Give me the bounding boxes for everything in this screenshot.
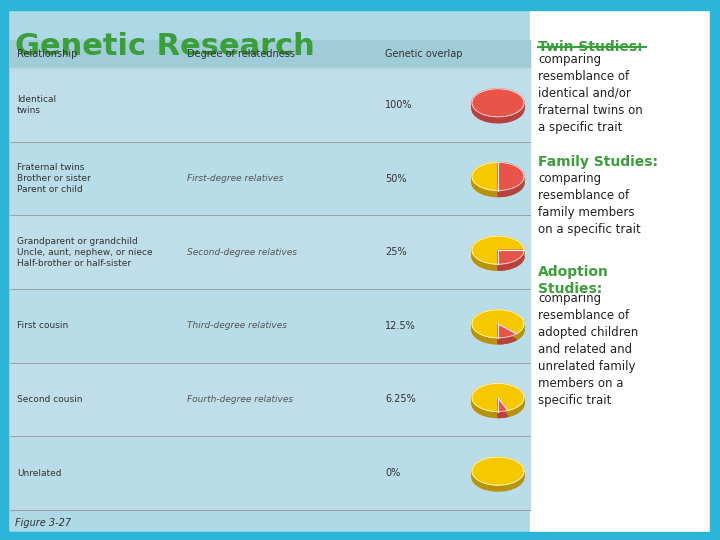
Ellipse shape — [472, 460, 524, 488]
Polygon shape — [498, 330, 516, 344]
Ellipse shape — [472, 242, 524, 270]
Ellipse shape — [472, 313, 524, 341]
Bar — [530, 0, 720, 540]
Text: Figure 3-27: Figure 3-27 — [15, 518, 71, 528]
Ellipse shape — [472, 387, 524, 415]
Text: Second-degree relatives: Second-degree relatives — [187, 248, 297, 256]
Ellipse shape — [472, 388, 524, 415]
Text: comparing
resemblance of
adopted children
and related and
unrelated family
membe: comparing resemblance of adopted childre… — [538, 292, 638, 407]
Ellipse shape — [472, 463, 524, 491]
Polygon shape — [498, 403, 508, 417]
Ellipse shape — [472, 168, 524, 197]
Bar — [10, 40, 530, 510]
Text: 100%: 100% — [385, 100, 413, 110]
Text: 0%: 0% — [385, 468, 400, 478]
Polygon shape — [498, 397, 508, 411]
Text: First cousin: First cousin — [17, 321, 68, 330]
Text: First-degree relatives: First-degree relatives — [187, 174, 284, 183]
Text: 12.5%: 12.5% — [385, 321, 415, 331]
Text: Family Studies:: Family Studies: — [538, 155, 658, 169]
Text: Adoption
Studies:: Adoption Studies: — [538, 265, 609, 296]
Ellipse shape — [472, 241, 524, 269]
Polygon shape — [472, 89, 524, 117]
Bar — [10, 363, 530, 436]
Ellipse shape — [472, 93, 524, 121]
Ellipse shape — [472, 388, 524, 416]
Text: Unrelated: Unrelated — [17, 469, 61, 478]
Ellipse shape — [472, 314, 524, 342]
Ellipse shape — [472, 316, 524, 344]
Text: 50%: 50% — [385, 173, 407, 184]
Text: 25%: 25% — [385, 247, 407, 257]
Ellipse shape — [472, 91, 524, 119]
Ellipse shape — [472, 165, 524, 192]
Polygon shape — [472, 383, 524, 411]
Text: Identical
twins: Identical twins — [17, 95, 56, 115]
Bar — [0, 0, 8, 540]
Text: Second cousin: Second cousin — [17, 395, 83, 404]
Polygon shape — [498, 168, 524, 197]
Ellipse shape — [472, 389, 524, 417]
Bar — [710, 0, 720, 540]
Ellipse shape — [472, 92, 524, 120]
Ellipse shape — [472, 458, 524, 486]
Ellipse shape — [472, 164, 524, 192]
Ellipse shape — [472, 165, 524, 193]
Bar — [10, 68, 530, 141]
Ellipse shape — [472, 312, 524, 340]
Ellipse shape — [472, 237, 524, 265]
Polygon shape — [498, 163, 524, 191]
Ellipse shape — [472, 316, 524, 344]
Text: comparing
resemblance of
family members
on a specific trait: comparing resemblance of family members … — [538, 172, 641, 236]
Bar — [0, 532, 720, 540]
Ellipse shape — [472, 311, 524, 339]
Ellipse shape — [472, 384, 524, 413]
Text: Twin Studies:: Twin Studies: — [538, 40, 643, 54]
Polygon shape — [472, 457, 524, 485]
Bar — [10, 40, 530, 68]
Bar — [10, 215, 530, 289]
Bar — [0, 0, 720, 10]
Polygon shape — [472, 310, 524, 338]
Ellipse shape — [472, 315, 524, 343]
Text: comparing
resemblance of
identical and/or
fraternal twins on
a specific trait: comparing resemblance of identical and/o… — [538, 53, 643, 134]
Ellipse shape — [472, 462, 524, 490]
Ellipse shape — [472, 95, 524, 123]
Ellipse shape — [472, 238, 524, 266]
Ellipse shape — [472, 94, 524, 122]
Text: 6.25%: 6.25% — [385, 395, 415, 404]
Ellipse shape — [472, 386, 524, 414]
Ellipse shape — [472, 168, 524, 197]
Polygon shape — [472, 236, 524, 264]
Text: Genetic Research: Genetic Research — [15, 32, 315, 61]
Ellipse shape — [472, 167, 524, 195]
Polygon shape — [472, 163, 498, 191]
Ellipse shape — [472, 461, 524, 489]
Ellipse shape — [472, 459, 524, 487]
Polygon shape — [498, 250, 524, 264]
Ellipse shape — [472, 242, 524, 270]
Text: Relationship: Relationship — [17, 49, 77, 59]
Polygon shape — [498, 256, 524, 270]
Ellipse shape — [472, 240, 524, 268]
Ellipse shape — [472, 389, 524, 417]
Text: Genetic overlap: Genetic overlap — [385, 49, 462, 59]
Text: Fourth-degree relatives: Fourth-degree relatives — [187, 395, 293, 404]
Text: Fraternal twins
Brother or sister
Parent or child: Fraternal twins Brother or sister Parent… — [17, 163, 91, 194]
Ellipse shape — [472, 90, 524, 118]
Polygon shape — [498, 324, 516, 338]
Text: Third-degree relatives: Third-degree relatives — [187, 321, 287, 330]
Ellipse shape — [472, 166, 524, 194]
Ellipse shape — [472, 239, 524, 267]
Text: Degree of relatedness: Degree of relatedness — [187, 49, 295, 59]
Text: Grandparent or grandchild
Uncle, aunt, nephew, or niece
Half-brother or half-sis: Grandparent or grandchild Uncle, aunt, n… — [17, 237, 153, 268]
